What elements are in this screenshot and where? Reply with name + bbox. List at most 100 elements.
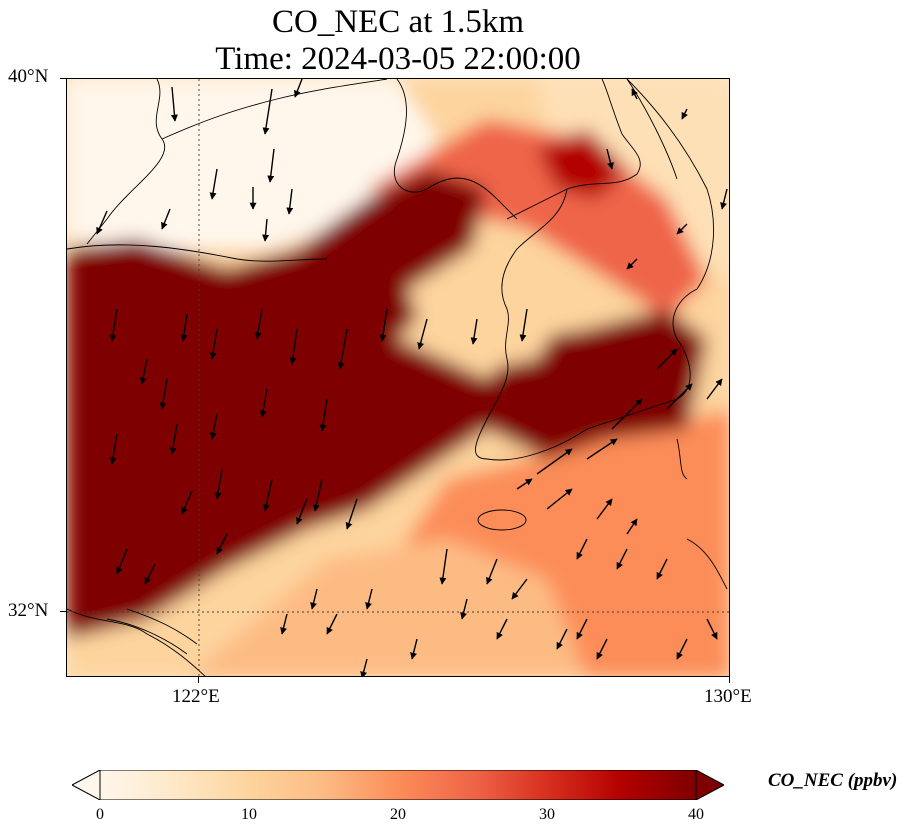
wind-arrow-10 (109, 308, 118, 342)
coastlines (67, 79, 728, 676)
wind-arrow-47 (486, 558, 498, 585)
wind-arrow-20 (139, 358, 148, 385)
wind-arrow-55 (326, 613, 338, 635)
wind-arrow-26 (169, 423, 178, 455)
field-yellowsea-hole (407, 239, 567, 369)
wind-arrow-1 (262, 88, 273, 135)
wind-arrow-13 (254, 308, 263, 340)
coastline-liaodong (393, 79, 518, 220)
wind-arrow-39 (656, 348, 678, 370)
wind-arrow-35 (345, 498, 358, 530)
lon-label-122: 122°E (172, 686, 220, 707)
colorbar (70, 769, 726, 801)
coastline-bohai (86, 79, 388, 245)
wind-arrow-71 (626, 258, 638, 270)
wind-arrow-4 (209, 168, 218, 200)
coastline-shandong-north (67, 244, 328, 262)
map-canvas (67, 79, 729, 676)
wind-arrow-12 (209, 328, 218, 360)
lat-label-40: 40°N (8, 66, 49, 87)
lon-tick-130 (729, 677, 730, 683)
lat-tick-32 (60, 611, 66, 612)
lat-tick-40 (60, 78, 66, 79)
wind-arrow-32 (144, 563, 156, 585)
lon-label-130: 130°E (704, 686, 752, 707)
wind-arrow-37 (611, 398, 643, 430)
concentration-field (67, 79, 729, 676)
wind-arrow-64 (676, 638, 688, 660)
lat-label-32: 32°N (8, 600, 49, 621)
wind-arrow-24 (319, 398, 328, 432)
wind-arrow-46 (439, 548, 448, 585)
gridlines (67, 79, 729, 676)
wind-arrow-38 (666, 383, 693, 410)
colorbar-tick-0: 0 (96, 806, 104, 823)
wind-arrow-41 (536, 448, 573, 475)
wind-arrow-70 (720, 188, 728, 210)
wind-arrow-62 (596, 638, 608, 660)
map-panel (66, 78, 730, 677)
coastline-jiangsu (67, 608, 206, 676)
wind-arrow-29 (312, 478, 323, 512)
wind-arrow-52 (310, 588, 318, 610)
wind-arrow-33 (216, 533, 228, 555)
wind-arrow-11 (180, 313, 188, 342)
field-northwest-low (67, 79, 437, 249)
wind-arrow-57 (410, 638, 418, 660)
wind-arrow-49 (576, 538, 588, 560)
wind-arrow-23 (259, 388, 268, 418)
colorbar-extend-high (695, 769, 726, 801)
wind-arrow-9 (286, 188, 294, 215)
wind-arrow-51 (656, 558, 668, 580)
wind-arrow-42 (546, 488, 573, 510)
wind-arrow-6 (96, 210, 108, 235)
wind-arrow-56 (360, 658, 368, 676)
field-korea-high (537, 129, 627, 199)
wind-arrow-18 (470, 318, 478, 345)
wind-arrow-44 (626, 518, 638, 535)
coastline-japan (676, 438, 728, 590)
wind-arrow-8 (262, 218, 270, 242)
field-band-high (67, 169, 707, 639)
wind-arrow-16 (379, 308, 388, 342)
wind-arrow-15 (337, 328, 348, 370)
wind-arrow-21 (159, 378, 168, 410)
wind-arrow-53 (365, 588, 373, 610)
wind-arrow-48 (511, 578, 528, 600)
wind-arrow-60 (556, 628, 568, 650)
wind-arrow-59 (496, 618, 508, 640)
wind-arrow-68 (606, 148, 614, 170)
wind-arrow-2 (294, 79, 303, 98)
wind-arrow-27 (214, 468, 223, 500)
coastline-jeju (477, 509, 527, 531)
wind-arrow-69 (676, 223, 688, 235)
coastline-yangtze (106, 608, 198, 655)
wind-vectors (96, 79, 728, 676)
colorbar-body (99, 769, 697, 801)
wind-arrow-17 (417, 318, 428, 350)
wind-arrow-19 (519, 308, 528, 342)
colorbar-tick-10: 10 (241, 806, 257, 823)
colorbar-tick-40: 40 (688, 806, 704, 823)
wind-arrow-65 (706, 618, 718, 640)
wind-arrow-5 (161, 208, 171, 230)
wind-arrow-43 (596, 498, 613, 520)
colorbar-tick-20: 20 (390, 806, 406, 823)
colorbar-svg (70, 769, 726, 801)
wind-arrow-40 (706, 378, 723, 400)
wind-arrow-31 (116, 548, 128, 575)
wind-arrow-25 (109, 433, 118, 465)
colorbar-label: CO_NEC (ppbv) (768, 770, 898, 791)
coastline-korea-west (475, 79, 714, 461)
wind-arrow-67 (681, 108, 688, 120)
wind-arrow-45 (516, 478, 533, 490)
wind-arrow-0 (170, 86, 178, 122)
wind-arrow-61 (576, 618, 588, 640)
wind-arrow-14 (289, 328, 298, 365)
wind-arrow-50 (616, 548, 628, 570)
lon-tick-122 (198, 677, 199, 683)
field-southeast-mid (189, 539, 587, 676)
wind-arrow-28 (262, 478, 273, 512)
map-title-line2: Time: 2024-03-05 22:00:00 (215, 41, 581, 77)
colorbar-tick-30: 30 (539, 806, 555, 823)
